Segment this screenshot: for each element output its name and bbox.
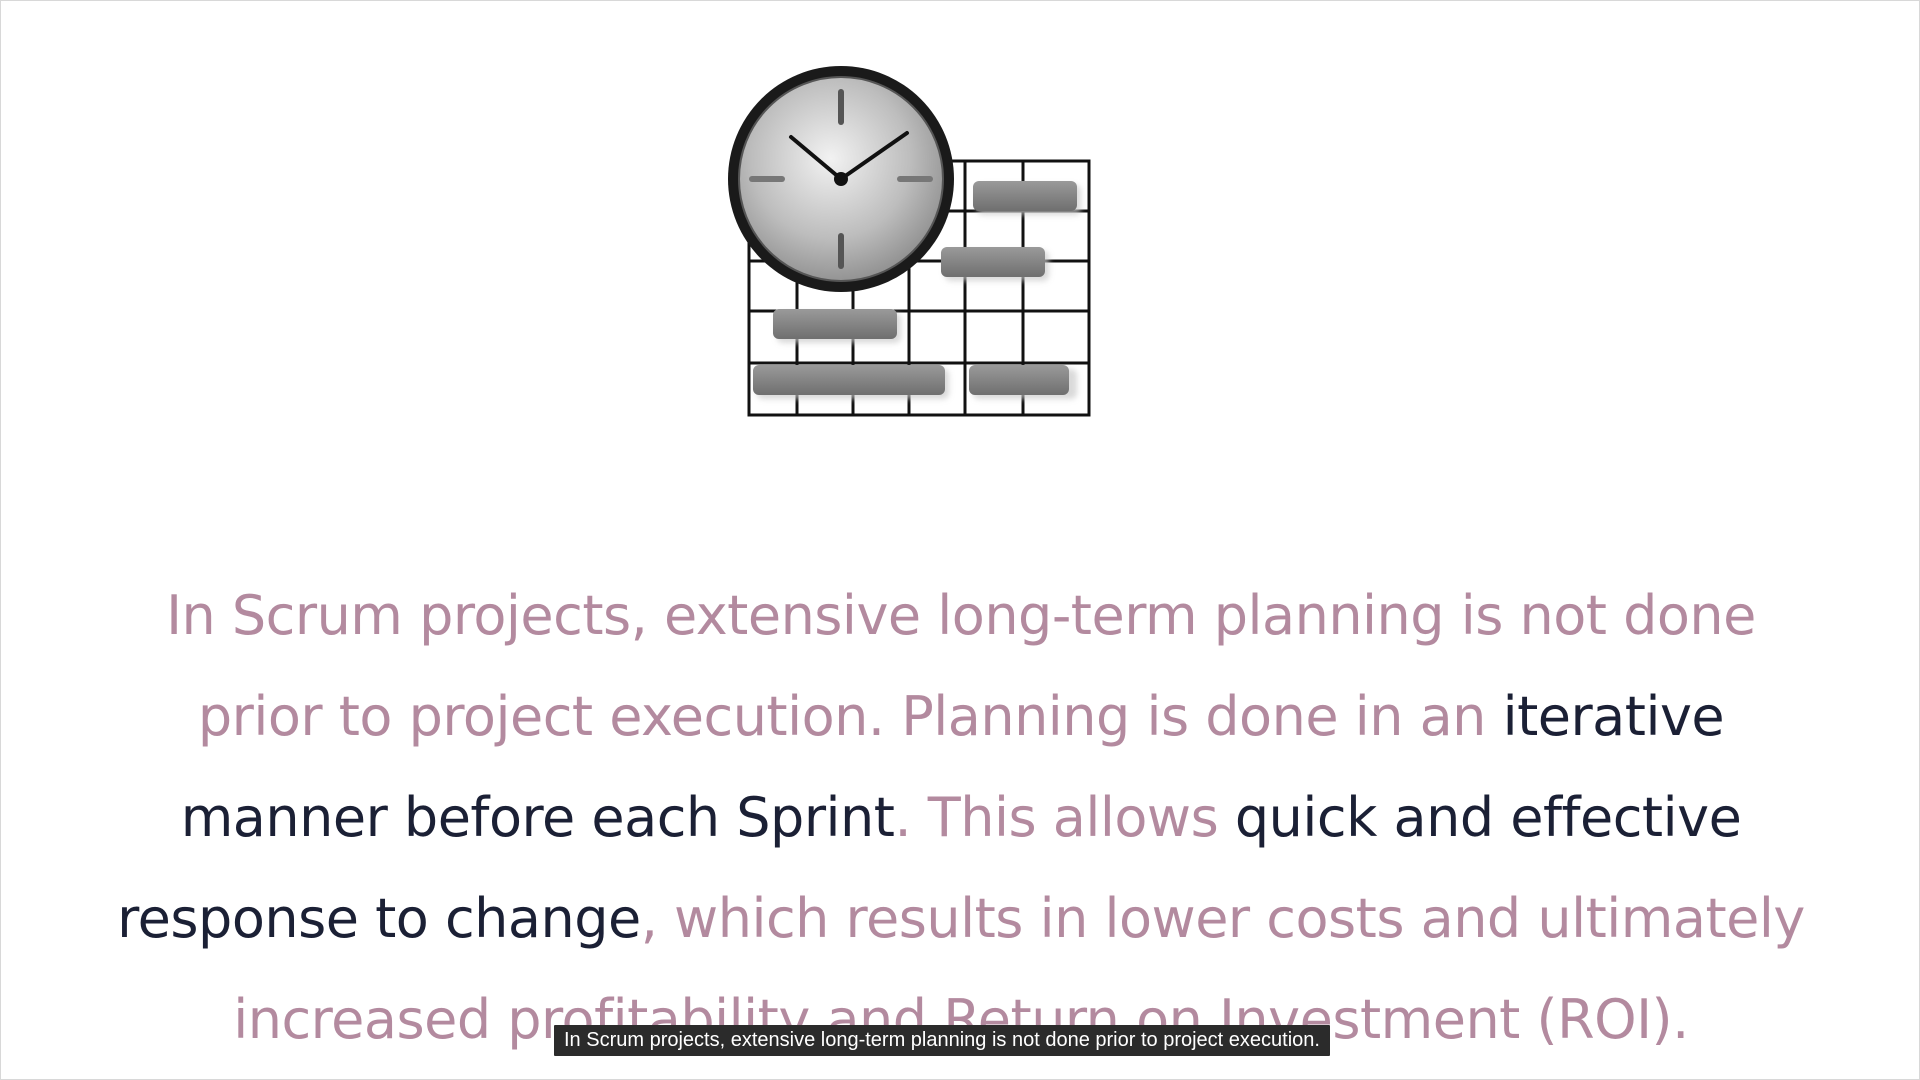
clock-gantt-chart-icon — [728, 66, 1091, 417]
subtitle-caption: In Scrum projects, extensive long-term p… — [554, 1025, 1330, 1056]
gantt-bars — [753, 181, 1077, 395]
slide-paragraph: In Scrum projects, extensive long-term p… — [111, 565, 1811, 1070]
text-segment-emphasis: quick and effective response to change — [117, 786, 1742, 950]
text-segment: In Scrum projects, extensive long-term p… — [166, 584, 1756, 748]
text-segment: . This allows — [894, 786, 1235, 849]
clock — [728, 66, 954, 292]
text-segment-emphasis: iterative manner before each Sprint — [180, 685, 1725, 849]
